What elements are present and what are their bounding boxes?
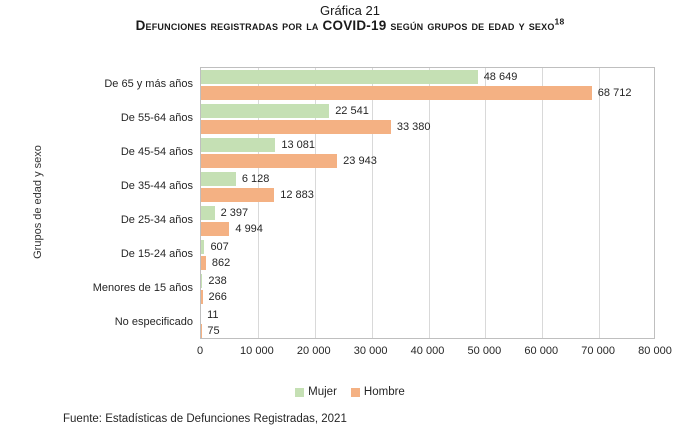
bar-value-label: 23 943 [343, 155, 377, 167]
chart-subtitle-text: Defunciones registradas por la COVID-19 … [135, 18, 555, 33]
category-label: De 15-24 años [120, 248, 193, 260]
legend-item-hombre: Hombre [350, 386, 405, 398]
gridline [314, 68, 316, 338]
legend-swatch-icon [295, 387, 305, 397]
x-tick-label: 10 000 [240, 345, 274, 357]
gridline [371, 68, 373, 338]
bar-value-label: 238 [208, 275, 227, 287]
chart-subtitle-superscript: 18 [554, 16, 565, 27]
bar-group: 607 862 [201, 238, 654, 272]
bar-mujer [201, 240, 205, 254]
chart-subtitle: Defunciones registradas por la COVID-19 … [0, 16, 700, 33]
legend-swatch-icon [350, 387, 360, 397]
plot-area: 48 649 68 712 22 541 33 380 13 081 23 943 6 12… [200, 67, 655, 339]
source-note: Fuente: Estadísticas de Defunciones Regi… [63, 413, 347, 425]
bar-hombre [201, 256, 206, 270]
bar-value-label: 11 [207, 309, 219, 321]
category-label: De 45-54 años [120, 146, 193, 158]
gridline [485, 68, 487, 338]
category-label: De 25-34 años [120, 214, 193, 226]
x-tick-label: 40 000 [410, 345, 445, 357]
bar-value-label: 33 380 [396, 121, 431, 133]
bar-group: 48 649 68 712 [201, 68, 654, 102]
x-tick-label: 0 [196, 345, 204, 357]
bar-hombre [201, 154, 338, 168]
gridline [599, 68, 601, 338]
bar-mujer [201, 104, 330, 118]
bar-hombre [201, 222, 230, 236]
y-axis-title: Grupos de edad y sexo [32, 145, 44, 259]
bar-group: 11 75 [201, 306, 654, 340]
bar-group: 13 081 23 943 [201, 136, 654, 170]
bar-value-label: 68 712 [597, 87, 632, 99]
bar-value-label: 48 649 [483, 71, 518, 83]
x-tick-label: 50 000 [467, 345, 502, 357]
bar-group: 2 397 4 994 [201, 204, 654, 238]
category-label: Menores de 15 años [92, 282, 193, 294]
bar-value-label: 2 397 [220, 207, 249, 219]
bar-value-label: 22 541 [335, 105, 369, 117]
x-tick-label: 80 000 [638, 345, 672, 357]
bar-group: 238 266 [201, 272, 654, 306]
x-tick-label: 70 000 [581, 345, 615, 357]
bar-value-label: 12 883 [280, 189, 314, 201]
bar-mujer [201, 274, 203, 288]
bar-hombre [201, 86, 592, 100]
bar-value-label: 607 [210, 241, 229, 253]
bar-hombre [201, 120, 391, 134]
bar-value-label: 13 081 [281, 139, 316, 151]
bar-group: 22 541 33 380 [201, 102, 654, 136]
bar-mujer [201, 172, 236, 186]
bar-value-label: 75 [207, 325, 220, 337]
bar-value-label: 266 [208, 291, 227, 303]
bar-value-label: 6 128 [241, 173, 270, 185]
legend-label: Hombre [363, 386, 405, 398]
legend-label: Mujer [308, 386, 337, 398]
bar-mujer [201, 70, 478, 84]
category-label: No especificado [114, 316, 193, 328]
chart-title: Gráfica 21 [320, 3, 380, 18]
bar-value-label: 4 994 [235, 223, 263, 235]
bar-mujer [201, 206, 215, 220]
gridline [428, 68, 430, 338]
bar-hombre [201, 188, 275, 202]
category-label: De 55-64 años [120, 112, 193, 124]
legend: Mujer Hombre [0, 386, 700, 398]
x-tick-label: 20 000 [296, 345, 331, 357]
x-tick-label: 60 000 [524, 345, 559, 357]
legend-item-mujer: Mujer [295, 386, 337, 398]
bar-hombre [201, 290, 203, 304]
category-label: De 35-44 años [120, 180, 193, 192]
bar-group: 6 128 12 883 [201, 170, 654, 204]
gridline [542, 68, 544, 338]
gridline [257, 68, 259, 338]
category-label: De 65 y más años [104, 78, 193, 90]
x-tick-label: 30 000 [353, 345, 388, 357]
bar-value-label: 862 [211, 257, 231, 269]
bar-mujer [201, 138, 276, 152]
